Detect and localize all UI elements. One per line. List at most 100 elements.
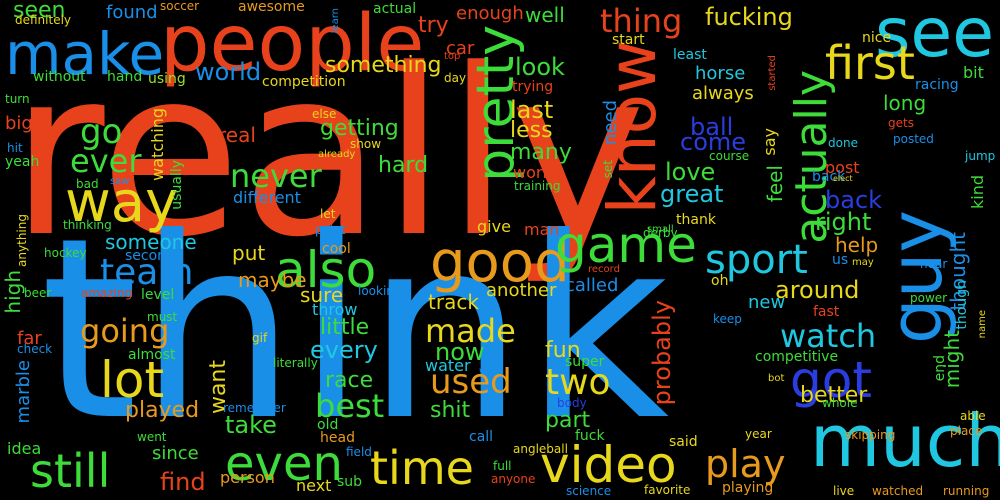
word: post	[825, 158, 860, 177]
word: literally	[273, 356, 318, 370]
word: sport	[705, 237, 808, 283]
word: less	[510, 118, 553, 143]
word: sure	[300, 283, 344, 307]
word: playing	[722, 480, 774, 496]
word: full	[493, 459, 512, 473]
word: now	[435, 338, 485, 366]
word: record	[588, 264, 620, 275]
word: racing	[915, 77, 959, 93]
word: still	[30, 444, 111, 498]
word: course	[709, 149, 750, 163]
word: better	[800, 383, 868, 408]
word: good	[430, 230, 570, 295]
word: started	[767, 55, 778, 91]
word: us	[832, 252, 849, 268]
word: person	[220, 468, 275, 487]
word: level	[141, 287, 175, 303]
word: game	[555, 216, 697, 274]
word: ball	[690, 113, 734, 141]
word: soccer	[160, 0, 200, 13]
word: start	[612, 32, 645, 48]
word: feel	[763, 165, 787, 203]
word: best	[315, 387, 385, 425]
word: thank	[676, 212, 716, 228]
word: high	[1, 270, 25, 314]
word: car	[446, 38, 475, 59]
word: live	[833, 484, 855, 498]
word: back	[825, 186, 883, 214]
word: help	[835, 233, 879, 257]
word: fucking	[705, 3, 793, 31]
word: body	[557, 396, 587, 410]
word: amazing	[81, 286, 133, 300]
word: another	[486, 280, 557, 301]
word: enough	[456, 3, 524, 24]
word: guy	[874, 210, 958, 344]
word: find	[160, 468, 206, 496]
word: elect	[833, 174, 853, 183]
word: bit	[963, 63, 984, 82]
word: fun	[545, 338, 581, 363]
word: competition	[262, 74, 346, 90]
word: little	[320, 315, 370, 340]
word: give	[477, 217, 511, 236]
word: great	[660, 180, 724, 208]
word: never	[230, 157, 322, 195]
word: make	[5, 20, 165, 88]
word: else	[312, 107, 337, 121]
word: already	[318, 149, 356, 160]
word: need	[600, 100, 621, 145]
word: top	[444, 51, 461, 62]
word: going	[80, 312, 170, 350]
word: big	[5, 113, 33, 134]
word: see	[875, 0, 995, 73]
word: set	[601, 160, 615, 179]
word: called	[565, 275, 619, 296]
word: jump	[965, 149, 996, 163]
word: around	[775, 276, 860, 304]
word: day	[444, 71, 467, 85]
word: idea	[7, 439, 42, 458]
word: getting	[320, 116, 399, 141]
word: oh	[711, 273, 729, 289]
word: kind	[968, 175, 987, 210]
word: put	[232, 241, 266, 265]
word: head	[320, 430, 355, 446]
word: got	[790, 351, 872, 409]
word: small	[647, 224, 674, 235]
word: actual	[373, 1, 417, 17]
word: awesome	[238, 0, 305, 15]
word: remember	[223, 401, 286, 415]
word: part	[545, 408, 591, 433]
word: watch	[780, 317, 877, 355]
word: watched	[872, 484, 924, 498]
word: long	[883, 91, 927, 115]
word: shit	[430, 398, 471, 423]
word: may	[852, 257, 874, 268]
word: much	[810, 399, 1000, 483]
word: real	[218, 123, 256, 147]
word: hard	[378, 153, 429, 178]
word: track	[428, 290, 479, 314]
word: marble	[13, 360, 34, 424]
word: super	[565, 354, 605, 370]
word: race	[325, 368, 374, 393]
word: come	[680, 128, 747, 156]
word: power	[910, 291, 948, 305]
word: near	[920, 257, 948, 271]
word: science	[566, 484, 612, 498]
word: yeah	[5, 154, 40, 170]
word: back	[812, 169, 846, 185]
word: using	[148, 71, 186, 87]
word: without	[33, 69, 86, 85]
word: hit	[7, 141, 23, 155]
word: way	[65, 170, 179, 235]
word: dude	[166, 106, 197, 120]
word: time	[370, 441, 474, 495]
word: able	[960, 409, 986, 423]
word: bad	[76, 177, 99, 191]
word: watching	[148, 108, 167, 181]
word: second	[125, 248, 175, 264]
word: skipping	[845, 428, 896, 442]
